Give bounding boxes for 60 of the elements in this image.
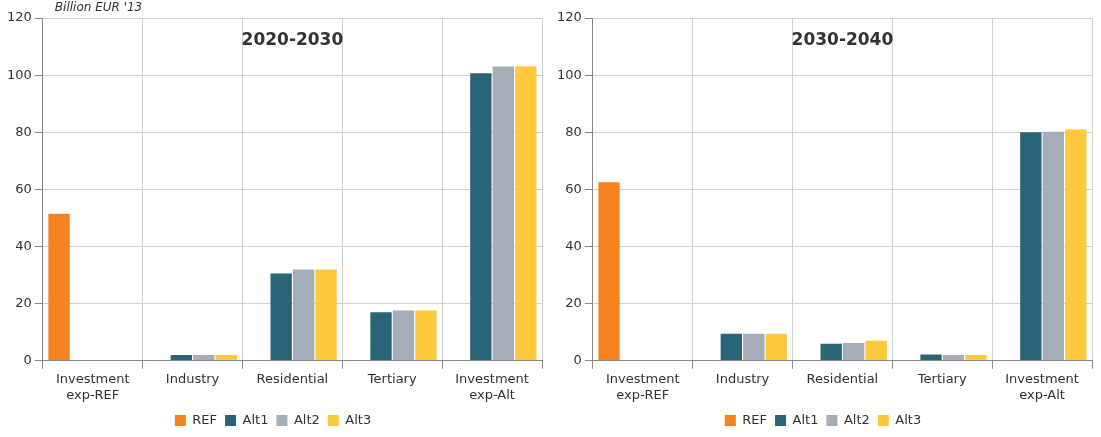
bar [48, 213, 70, 361]
legend-label: Alt3 [895, 411, 922, 427]
x-tick-label: Investment exp-REF [605, 370, 680, 402]
bar [865, 340, 887, 361]
y-tick-label: 80 [15, 123, 32, 139]
y-tick-label: 100 [556, 66, 582, 82]
bar [492, 66, 514, 361]
bar [965, 355, 987, 361]
legend-label: REF [192, 411, 218, 427]
bar [765, 333, 787, 361]
legend-label: Alt3 [345, 411, 372, 427]
y-tick-label: 120 [556, 9, 582, 25]
x-tick-label: Tertiary [916, 370, 967, 386]
y-tick-label: 100 [6, 66, 32, 82]
x-tick-label: Tertiary [366, 370, 417, 386]
x-tick-label: Residential [256, 370, 329, 386]
text: 2030-2040 [791, 28, 894, 49]
x-tick-label: Investment exp-Alt [1005, 370, 1079, 402]
y-tick-label: 120 [6, 9, 32, 25]
y-tick-label: 60 [565, 180, 582, 196]
bar [370, 312, 392, 361]
y-tick-label: 20 [15, 295, 32, 311]
bar [1065, 129, 1087, 361]
bar [1042, 131, 1064, 361]
x-tick-label: Investment exp-Alt [455, 370, 529, 402]
y-tick-label: 0 [23, 352, 32, 368]
bar [270, 273, 292, 361]
bar [170, 355, 193, 361]
y-tick-label: 80 [565, 123, 582, 139]
bar [392, 310, 415, 361]
bar [820, 343, 842, 361]
bar [598, 182, 620, 361]
bar [942, 355, 965, 361]
legend-label: Alt1 [242, 411, 269, 427]
bar [720, 333, 743, 361]
legend-label: Alt2 [843, 411, 870, 427]
legend-label: REF [742, 411, 768, 427]
x-tick-label: Industry [165, 370, 220, 386]
bar [215, 355, 237, 361]
bar [193, 355, 215, 361]
bar [470, 73, 492, 361]
bar [743, 333, 765, 361]
y-tick-label: 20 [565, 295, 582, 311]
text: 2020-2030 [241, 28, 344, 49]
bar [842, 343, 865, 361]
bar [292, 269, 315, 361]
y-tick-label: 40 [15, 237, 32, 253]
bar [515, 66, 537, 361]
bar [415, 310, 437, 361]
legend-label: Alt1 [792, 411, 819, 427]
bar [315, 269, 337, 361]
y-axis-title: Billion EUR '13 [54, 0, 143, 15]
x-tick-label: Industry [715, 370, 770, 386]
y-tick-label: 40 [565, 237, 582, 253]
x-tick-label: Residential [806, 370, 879, 386]
y-tick-label: 0 [573, 352, 582, 368]
y-tick-label: 60 [15, 180, 32, 196]
x-tick-label: Investment exp-REF [55, 370, 130, 402]
bar [1020, 132, 1042, 361]
legend-label: Alt2 [293, 411, 320, 427]
